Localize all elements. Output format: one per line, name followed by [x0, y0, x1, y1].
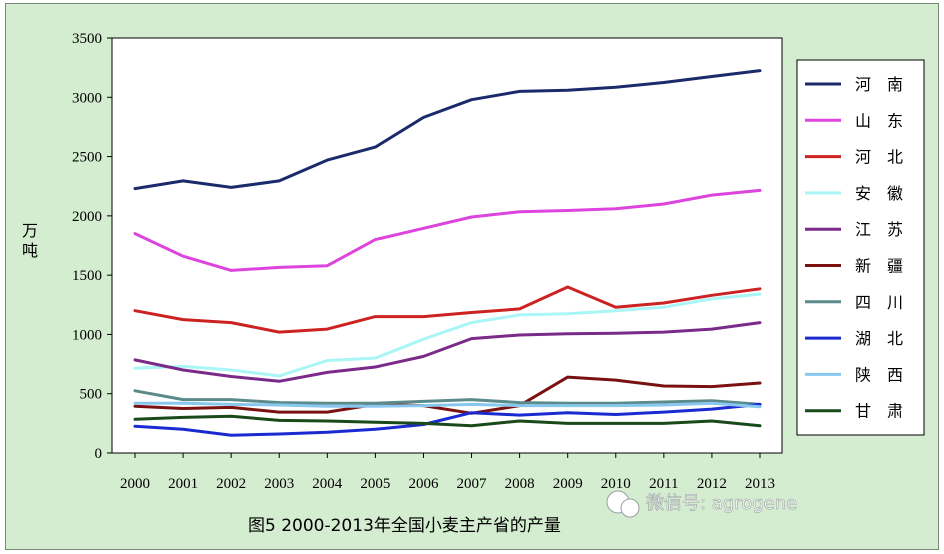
- series-line: [133, 375, 762, 415]
- y-tick-label: 1000: [72, 327, 102, 343]
- series-line: [133, 414, 762, 428]
- x-tick-label: 2003: [264, 476, 294, 492]
- y-tick-label: 2500: [72, 150, 102, 166]
- legend-label: 江 苏: [855, 220, 903, 239]
- plot-background: [111, 37, 783, 454]
- chart-title: 图5 2000-2013年全国小麦主产省的产量: [248, 516, 561, 536]
- legend-label: 河 南: [855, 75, 903, 94]
- series-line: [133, 402, 762, 437]
- x-tick-label: 2000: [120, 476, 150, 492]
- legend-label: 新 疆: [855, 257, 903, 276]
- legend-label: 甘 肃: [855, 402, 903, 421]
- series-line: [133, 285, 762, 334]
- x-tick-label: 2012: [697, 476, 727, 492]
- x-tick-label: 2011: [649, 476, 678, 492]
- legend-label: 河 北: [855, 148, 903, 167]
- legend-label: 四 川: [855, 293, 903, 312]
- watermark-text: 微信号: agrogene: [646, 493, 797, 514]
- x-tick-label: 2007: [457, 476, 488, 492]
- x-tick-label: 2009: [553, 476, 583, 492]
- watermark: 微信号: agrogene: [606, 490, 798, 518]
- y-axis-label: 万吨: [22, 221, 38, 260]
- wechat-icon-bubble: [620, 498, 640, 518]
- y-tick-label: 3000: [72, 90, 102, 106]
- series-line: [133, 69, 762, 191]
- series-line: [133, 389, 762, 406]
- x-tick-label: 2001: [168, 476, 198, 492]
- legend-label: 湖 北: [855, 329, 903, 348]
- legend-label: 安 徽: [855, 184, 903, 203]
- legend-box: [796, 59, 925, 436]
- series-line: [133, 188, 762, 272]
- series-line: [133, 321, 762, 383]
- y-tick-label: 3500: [72, 31, 102, 47]
- series-line: [133, 401, 762, 409]
- legend-label: 陕 西: [855, 365, 903, 384]
- series-line: [133, 292, 762, 378]
- y-tick-label: 1500: [72, 268, 102, 284]
- x-tick-label: 2006: [408, 476, 439, 492]
- x-tick-label: 2008: [505, 476, 535, 492]
- x-tick-label: 2002: [216, 476, 246, 492]
- x-tick-label: 2005: [360, 476, 390, 492]
- y-tick-label: 2000: [72, 209, 102, 225]
- x-tick-label: 2010: [601, 476, 631, 492]
- x-tick-label: 2013: [745, 476, 775, 492]
- y-tick-label: 500: [80, 387, 103, 403]
- x-tick-label: 2004: [312, 476, 343, 492]
- y-tick-label: 0: [95, 446, 103, 462]
- legend-label: 山 东: [855, 111, 903, 130]
